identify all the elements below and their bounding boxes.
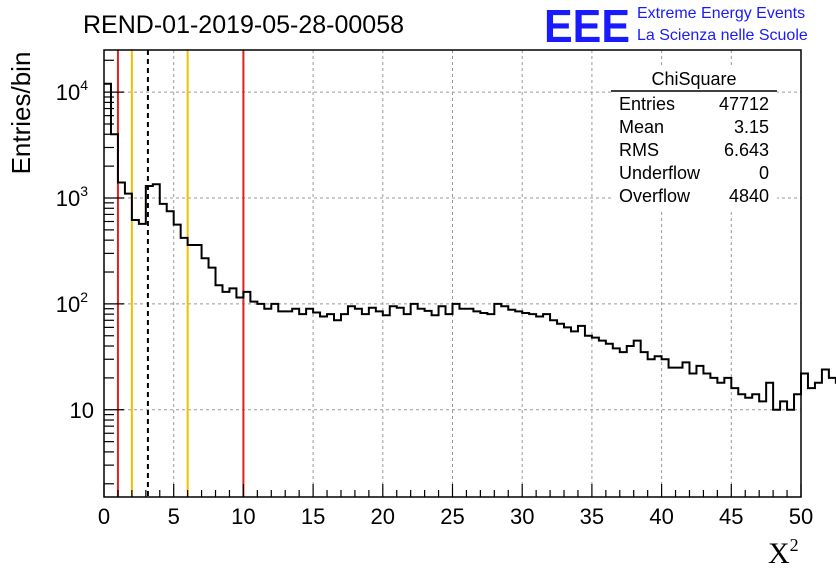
logo-line-2: La Scienza nelle Scuole — [637, 27, 808, 44]
x-tick-label: 15 — [301, 504, 325, 529]
stats-overflow-value: 4840 — [729, 186, 769, 206]
axis-ticks — [103, 59, 802, 497]
x-tick-label: 0 — [98, 504, 110, 529]
stats-underflow-value: 0 — [759, 163, 769, 183]
x-tick-label: 40 — [649, 504, 673, 529]
stats-rms-label: RMS — [619, 140, 659, 160]
x-tick-label: 25 — [440, 504, 464, 529]
y-tick-label-base: 10 — [56, 292, 80, 317]
eee-logo: EEE Extreme Energy Events La Scienza nel… — [544, 0, 808, 52]
x-tick-label: 45 — [719, 504, 743, 529]
stats-box-background — [611, 66, 777, 209]
y-tick-label-exponent: 2 — [80, 289, 88, 305]
y-tick-label: 103 — [56, 183, 88, 211]
stats-box: ChiSquare Entries 47712 Mean 3.15 RMS 6.… — [611, 66, 777, 209]
x-axis-title-symbol: X — [768, 537, 790, 570]
stats-entries-value: 47712 — [719, 94, 769, 114]
x-tick-label: 5 — [168, 504, 180, 529]
x-tick-label: 20 — [371, 504, 395, 529]
stats-underflow-label: Underflow — [619, 163, 701, 183]
stats-title: ChiSquare — [651, 69, 736, 89]
y-tick-label: 102 — [56, 289, 88, 317]
x-tick-label: 50 — [789, 504, 813, 529]
y-tick-label-base: 10 — [70, 398, 94, 423]
stats-mean-label: Mean — [619, 117, 664, 137]
y-tick-label: 10 — [70, 398, 94, 423]
y-tick-label-exponent: 3 — [80, 183, 88, 199]
reference-lines — [116, 50, 245, 497]
y-axis-title: Entries/bin — [6, 52, 36, 175]
y-tick-label-exponent: 4 — [80, 77, 88, 93]
logo-line-1: Extreme Energy Events — [637, 5, 805, 22]
stats-rms-value: 6.643 — [724, 140, 769, 160]
x-axis-title: X2 — [768, 535, 799, 570]
stats-mean-value: 3.15 — [734, 117, 769, 137]
y-tick-label-base: 10 — [56, 80, 80, 105]
stats-overflow-label: Overflow — [619, 186, 691, 206]
chart-title: REND-01-2019-05-28-00058 — [83, 11, 404, 39]
x-tick-label: 10 — [231, 504, 255, 529]
x-tick-label: 30 — [510, 504, 534, 529]
y-tick-label: 104 — [56, 77, 88, 105]
x-tick-labels: 0 5 10 15 20 25 30 35 40 45 50 — [98, 504, 813, 529]
x-tick-label: 35 — [580, 504, 604, 529]
x-axis-title-exponent: 2 — [790, 535, 799, 555]
y-tick-label-base: 10 — [56, 186, 80, 211]
stats-entries-label: Entries — [619, 94, 675, 114]
logo-mark: EEE — [544, 0, 630, 52]
